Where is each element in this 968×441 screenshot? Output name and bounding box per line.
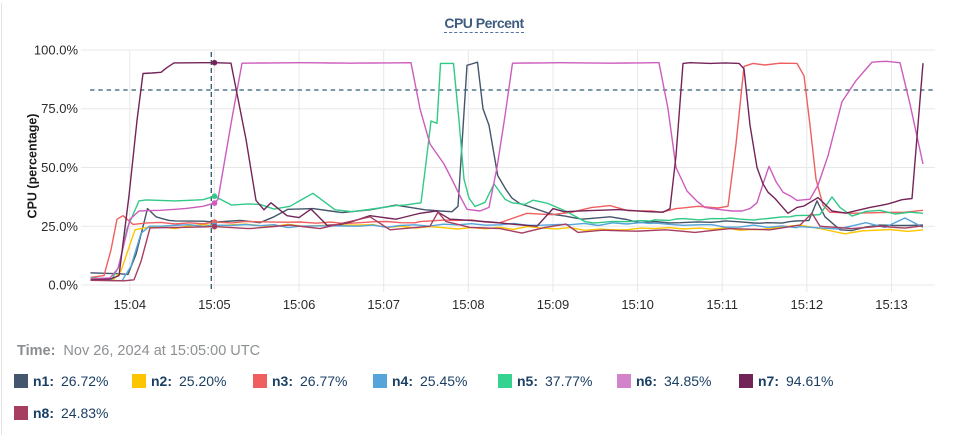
svg-text:25.0%: 25.0% — [41, 219, 78, 234]
svg-text:15:11: 15:11 — [706, 297, 738, 312]
svg-text:100.0%: 100.0% — [34, 43, 79, 58]
svg-text:15:09: 15:09 — [537, 297, 570, 312]
svg-text:15:05: 15:05 — [198, 297, 231, 312]
svg-text:0.0%: 0.0% — [48, 278, 78, 293]
svg-text:75.0%: 75.0% — [41, 101, 78, 116]
svg-text:15:06: 15:06 — [283, 297, 316, 312]
svg-text:15:08: 15:08 — [452, 297, 485, 312]
svg-text:50.0%: 50.0% — [41, 160, 78, 175]
svg-text:CPU (percentage): CPU (percentage) — [26, 114, 40, 219]
svg-text:15:04: 15:04 — [114, 297, 147, 312]
svg-text:15:07: 15:07 — [367, 297, 400, 312]
svg-text:15:13: 15:13 — [875, 297, 908, 312]
svg-text:15:12: 15:12 — [791, 297, 824, 312]
svg-text:15:10: 15:10 — [621, 297, 654, 312]
